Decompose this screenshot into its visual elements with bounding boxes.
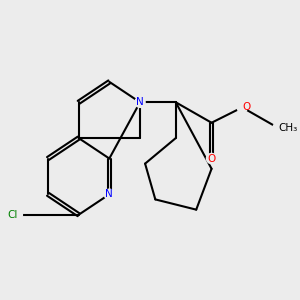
Text: O: O [242, 102, 250, 112]
Text: N: N [136, 97, 144, 107]
Circle shape [273, 123, 283, 133]
Text: Cl: Cl [7, 210, 17, 220]
Text: O: O [207, 154, 216, 164]
Circle shape [135, 97, 145, 107]
Circle shape [206, 153, 217, 164]
Text: CH₃: CH₃ [278, 123, 297, 133]
Circle shape [12, 210, 22, 220]
Circle shape [104, 189, 114, 200]
Text: N: N [105, 189, 113, 199]
Circle shape [237, 102, 247, 112]
